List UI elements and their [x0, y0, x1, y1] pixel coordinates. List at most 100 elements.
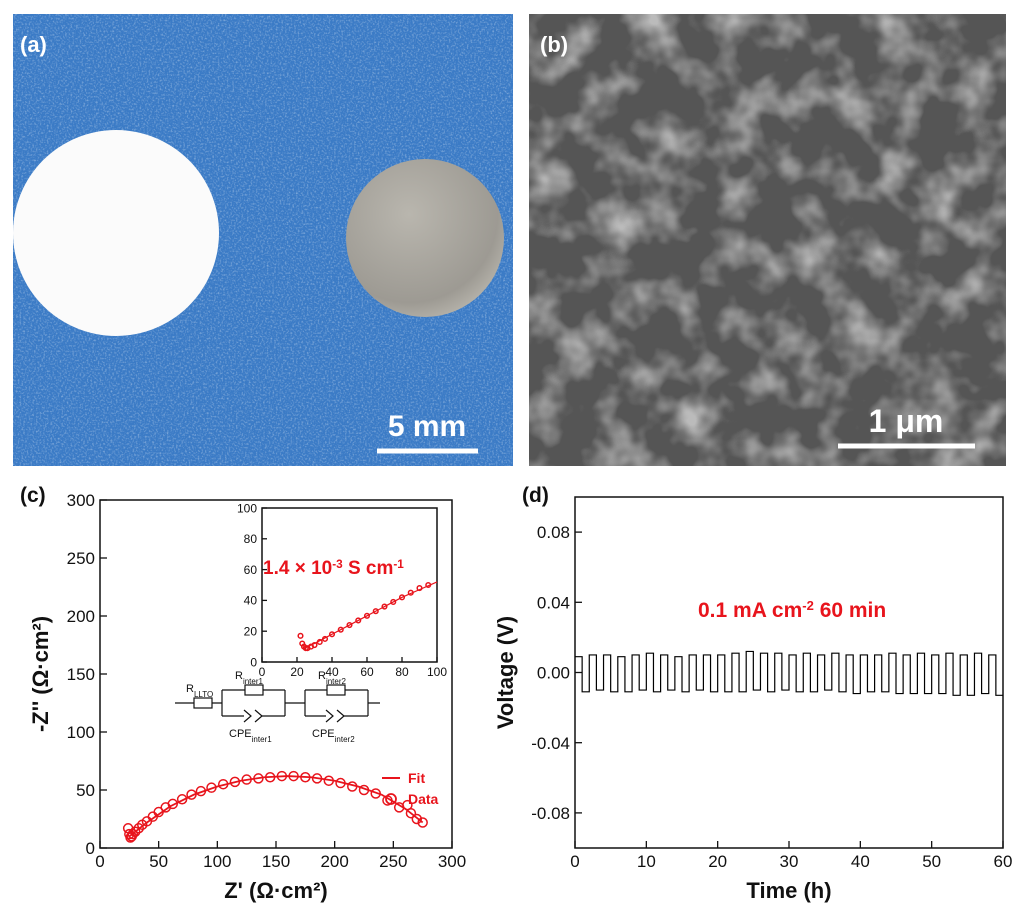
data-point [363, 612, 371, 619]
circuit-label: RLLTO [186, 683, 213, 699]
circuit-symbol: R [318, 670, 326, 682]
data-point [133, 823, 144, 834]
data-point [264, 771, 276, 783]
x-tick-label: 100 [203, 852, 231, 871]
data-point [416, 585, 423, 592]
data-point [425, 581, 432, 589]
y-tick-label: 20 [244, 625, 258, 639]
data-point [321, 635, 329, 642]
annotation-part: S cm [343, 558, 394, 579]
legend-label: Data [408, 791, 439, 807]
data-point [372, 608, 379, 615]
data-point [127, 828, 139, 840]
circuit-label: CPEinter1 [229, 728, 272, 744]
data-point [186, 789, 197, 800]
y-tick-label: 40 [244, 594, 258, 608]
y-axis-title: Voltage (V) [493, 616, 518, 729]
data-point [407, 589, 414, 596]
data-point [347, 781, 358, 792]
x-tick-label: 50 [922, 852, 941, 871]
x-tick-label: 60 [360, 665, 374, 679]
data-point [390, 598, 397, 605]
cpe [325, 709, 345, 723]
x-tick-label: 50 [149, 852, 168, 871]
annotation: 0.1 mA cm-2 60 min [698, 598, 886, 623]
photo-a: 5 mm (a) [13, 14, 513, 466]
x-tick-label: 30 [780, 852, 799, 871]
legend-swatch [385, 793, 397, 805]
data-point [229, 776, 241, 788]
data-point [217, 778, 229, 790]
x-tick-label: 150 [262, 852, 290, 871]
data-point [288, 770, 299, 782]
y-tick-label: 100 [237, 501, 257, 515]
circuit-wire [175, 689, 380, 717]
circuit-symbol: CPE [229, 728, 252, 740]
y-tick-label: 0.04 [537, 593, 570, 612]
x-tick-label: 60 [994, 852, 1013, 871]
y-axis-title: -Z'' (Ω·cm²) [28, 616, 53, 732]
annotation: 1.4 × 10-3 S cm-1 [263, 558, 404, 580]
data-point [195, 785, 207, 797]
data-point [129, 826, 141, 838]
x-tick-label: 0 [259, 665, 266, 679]
x-tick-label: 200 [320, 852, 348, 871]
annotation-part: -3 [332, 558, 343, 571]
data-line [128, 775, 424, 838]
y-tick-label: 100 [67, 723, 95, 742]
x-tick-label: 0 [95, 852, 104, 871]
data-point [346, 621, 353, 629]
data-point [405, 807, 417, 819]
data-point [311, 773, 323, 784]
panel-label: (c) [20, 484, 46, 507]
y-tick-label: 0.08 [537, 523, 570, 542]
y-tick-label: -0.04 [531, 734, 570, 753]
circuit-label: Rinter1 [235, 670, 264, 686]
circuit-label: Rinter2 [318, 670, 347, 686]
x-axis-title: Z' (Ω·cm²) [224, 878, 328, 903]
scale-bar-label: 5 mm [388, 410, 466, 443]
circuit-subscript: inter2 [326, 677, 347, 686]
data-point [358, 784, 370, 796]
data-point [316, 638, 323, 646]
data-point [300, 771, 311, 783]
data-point [276, 770, 288, 782]
data-point [253, 773, 264, 784]
resistor [193, 697, 213, 709]
data-line [575, 650, 1003, 696]
data-point [337, 626, 344, 633]
data-point [328, 631, 336, 638]
data-point [398, 594, 406, 601]
circuit-label: CPEinter2 [312, 728, 355, 744]
panel-label: (b) [540, 32, 568, 57]
circuit [175, 684, 380, 723]
data-point [381, 603, 388, 610]
grey-pellet [346, 159, 504, 317]
y-tick-label: 60 [244, 563, 258, 577]
x-tick-label: 20 [708, 852, 727, 871]
circuit-symbol: R [235, 670, 243, 682]
annotation-part: -1 [393, 558, 404, 571]
x-tick-label: 300 [438, 852, 466, 871]
legend-label: Fit [408, 770, 425, 786]
cpe [243, 709, 263, 723]
x-tick-label: 100 [427, 665, 447, 679]
data-point [297, 632, 304, 639]
annotation-part: 0.1 mA cm [698, 599, 802, 622]
data-point [411, 813, 423, 825]
y-tick-label: 50 [76, 781, 95, 800]
panel-label: (a) [20, 32, 47, 57]
panel-label: (d) [522, 484, 549, 507]
data-point [176, 794, 188, 805]
annotation-part: -2 [802, 598, 814, 613]
annotation-part: 1.4 × 10 [263, 558, 332, 579]
y-tick-label: 200 [67, 607, 95, 626]
x-tick-label: 0 [570, 852, 579, 871]
data-point [355, 617, 362, 624]
y-tick-label: 250 [67, 549, 95, 568]
x-tick-label: 250 [379, 852, 407, 871]
y-tick-label: 0 [86, 839, 95, 858]
data-point [323, 775, 335, 786]
